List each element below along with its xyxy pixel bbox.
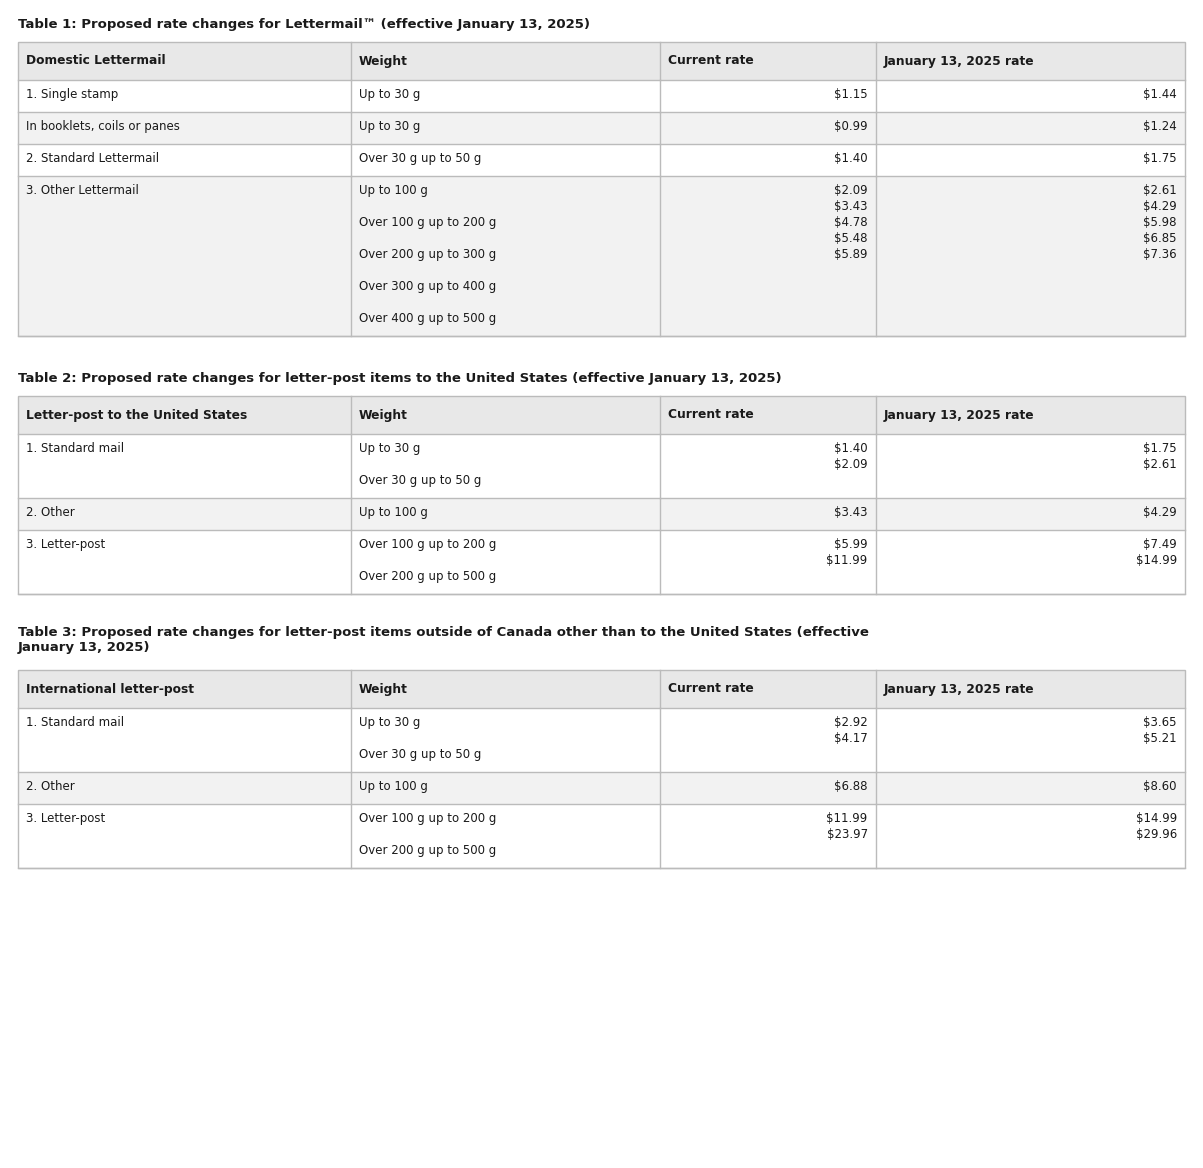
Text: 3. Other Lettermail: 3. Other Lettermail — [26, 185, 138, 197]
Text: Up to 30 g: Up to 30 g — [358, 120, 420, 133]
Text: $14.99: $14.99 — [1136, 554, 1177, 566]
Bar — [18, 112, 1185, 144]
Bar — [18, 79, 1185, 112]
Text: Up to 30 g: Up to 30 g — [358, 88, 420, 100]
Text: $7.49: $7.49 — [1143, 538, 1177, 551]
Text: $1.40: $1.40 — [834, 442, 867, 456]
Text: 3. Letter-post: 3. Letter-post — [26, 812, 105, 825]
Bar — [18, 708, 1185, 772]
Bar — [18, 396, 1185, 434]
Text: Over 30 g up to 50 g: Over 30 g up to 50 g — [358, 152, 481, 165]
Bar — [18, 670, 1185, 708]
Text: $4.29: $4.29 — [1143, 200, 1177, 213]
Text: $6.88: $6.88 — [834, 780, 867, 793]
Text: Table 1: Proposed rate changes for Lettermail™ (effective January 13, 2025): Table 1: Proposed rate changes for Lette… — [18, 18, 589, 32]
Bar — [18, 804, 1185, 868]
Text: $5.48: $5.48 — [834, 232, 867, 245]
Text: Up to 30 g: Up to 30 g — [358, 442, 420, 456]
Text: $7.36: $7.36 — [1143, 248, 1177, 260]
Text: 1. Standard mail: 1. Standard mail — [26, 442, 124, 456]
Text: 2. Other: 2. Other — [26, 780, 75, 793]
Bar — [18, 42, 1185, 336]
Text: Over 200 g up to 300 g: Over 200 g up to 300 g — [358, 248, 496, 260]
Text: $4.17: $4.17 — [834, 732, 867, 745]
Bar — [18, 176, 1185, 336]
Text: Over 30 g up to 50 g: Over 30 g up to 50 g — [358, 748, 481, 762]
Text: International letter-post: International letter-post — [26, 682, 194, 695]
Text: Domestic Lettermail: Domestic Lettermail — [26, 55, 166, 68]
Text: Current rate: Current rate — [668, 409, 753, 422]
Text: $3.43: $3.43 — [834, 200, 867, 213]
Text: $8.60: $8.60 — [1144, 780, 1177, 793]
Text: $3.65: $3.65 — [1144, 716, 1177, 729]
Text: Over 100 g up to 200 g: Over 100 g up to 200 g — [358, 538, 496, 551]
Text: Weight: Weight — [358, 409, 408, 422]
Text: Over 200 g up to 500 g: Over 200 g up to 500 g — [358, 844, 496, 857]
Text: In booklets, coils or panes: In booklets, coils or panes — [26, 120, 180, 133]
Text: $1.75: $1.75 — [1143, 152, 1177, 165]
Text: $5.99: $5.99 — [834, 538, 867, 551]
Text: Over 200 g up to 500 g: Over 200 g up to 500 g — [358, 570, 496, 583]
Text: $3.43: $3.43 — [834, 506, 867, 519]
Text: $2.92: $2.92 — [834, 716, 867, 729]
Text: 2. Other: 2. Other — [26, 506, 75, 519]
Text: 2. Standard Lettermail: 2. Standard Lettermail — [26, 152, 159, 165]
Bar — [18, 396, 1185, 595]
Text: Current rate: Current rate — [668, 55, 753, 68]
Text: $1.40: $1.40 — [834, 152, 867, 165]
Text: $29.96: $29.96 — [1136, 828, 1177, 841]
Text: $5.21: $5.21 — [1143, 732, 1177, 745]
Text: Table 3: Proposed rate changes for letter-post items outside of Canada other tha: Table 3: Proposed rate changes for lette… — [18, 626, 869, 654]
Text: Up to 100 g: Up to 100 g — [358, 780, 427, 793]
Text: Over 30 g up to 50 g: Over 30 g up to 50 g — [358, 474, 481, 487]
Text: Over 100 g up to 200 g: Over 100 g up to 200 g — [358, 812, 496, 825]
Bar — [18, 530, 1185, 595]
Text: $1.44: $1.44 — [1143, 88, 1177, 100]
Text: Up to 100 g: Up to 100 g — [358, 185, 427, 197]
Text: $2.09: $2.09 — [834, 185, 867, 197]
Text: $23.97: $23.97 — [826, 828, 867, 841]
Text: Up to 30 g: Up to 30 g — [358, 716, 420, 729]
Text: 3. Letter-post: 3. Letter-post — [26, 538, 105, 551]
Bar — [18, 670, 1185, 868]
Bar — [18, 772, 1185, 804]
Text: $6.85: $6.85 — [1144, 232, 1177, 245]
Bar — [18, 42, 1185, 79]
Text: $5.98: $5.98 — [1144, 216, 1177, 229]
Text: $2.09: $2.09 — [834, 458, 867, 471]
Text: $1.15: $1.15 — [834, 88, 867, 100]
Text: $0.99: $0.99 — [834, 120, 867, 133]
Bar — [18, 144, 1185, 176]
Text: Over 300 g up to 400 g: Over 300 g up to 400 g — [358, 280, 496, 293]
Text: $2.61: $2.61 — [1143, 185, 1177, 197]
Text: Weight: Weight — [358, 682, 408, 695]
Text: $2.61: $2.61 — [1143, 458, 1177, 471]
Text: Over 100 g up to 200 g: Over 100 g up to 200 g — [358, 216, 496, 229]
Text: Over 400 g up to 500 g: Over 400 g up to 500 g — [358, 312, 496, 325]
Text: Letter-post to the United States: Letter-post to the United States — [26, 409, 248, 422]
Text: January 13, 2025 rate: January 13, 2025 rate — [884, 409, 1035, 422]
Text: $1.75: $1.75 — [1143, 442, 1177, 456]
Text: $14.99: $14.99 — [1136, 812, 1177, 825]
Text: $11.99: $11.99 — [826, 812, 867, 825]
Text: 1. Single stamp: 1. Single stamp — [26, 88, 118, 100]
Text: $4.29: $4.29 — [1143, 506, 1177, 519]
Text: January 13, 2025 rate: January 13, 2025 rate — [884, 55, 1035, 68]
Bar — [18, 498, 1185, 530]
Text: Current rate: Current rate — [668, 682, 753, 695]
Text: Weight: Weight — [358, 55, 408, 68]
Text: January 13, 2025 rate: January 13, 2025 rate — [884, 682, 1035, 695]
Text: Up to 100 g: Up to 100 g — [358, 506, 427, 519]
Text: $4.78: $4.78 — [834, 216, 867, 229]
Text: $1.24: $1.24 — [1143, 120, 1177, 133]
Text: Table 2: Proposed rate changes for letter-post items to the United States (effec: Table 2: Proposed rate changes for lette… — [18, 371, 782, 385]
Text: $5.89: $5.89 — [834, 248, 867, 260]
Text: $11.99: $11.99 — [826, 554, 867, 566]
Text: 1. Standard mail: 1. Standard mail — [26, 716, 124, 729]
Bar — [18, 434, 1185, 498]
